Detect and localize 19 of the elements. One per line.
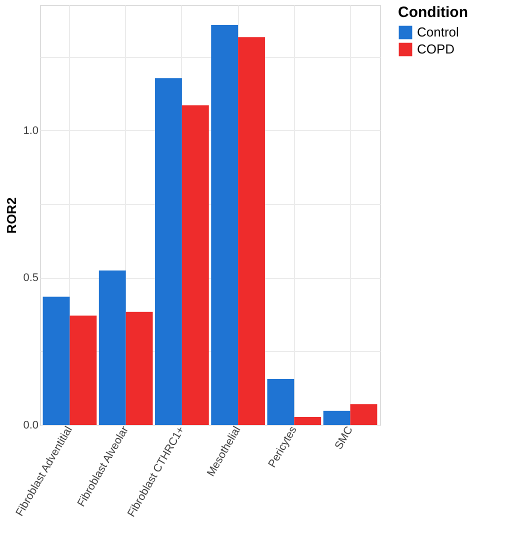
y-tick-label: 0.0 xyxy=(23,420,38,432)
bar xyxy=(323,410,350,425)
bar xyxy=(126,312,153,425)
y-tick-label: 0.5 xyxy=(23,272,38,284)
bar xyxy=(294,417,322,425)
bar xyxy=(350,404,378,425)
y-axis-title: ROR2 xyxy=(4,197,20,234)
bar xyxy=(70,316,97,425)
bar xyxy=(238,37,265,425)
legend-label: COPD xyxy=(417,42,455,56)
bar xyxy=(42,296,70,425)
legend-label: Control xyxy=(417,24,460,40)
bar xyxy=(182,105,209,425)
bar xyxy=(98,270,126,425)
y-tick-label: 1.0 xyxy=(23,124,38,137)
bar xyxy=(211,25,238,425)
legend-title: Condition xyxy=(398,4,468,21)
bar xyxy=(267,379,294,425)
bar xyxy=(155,78,182,425)
